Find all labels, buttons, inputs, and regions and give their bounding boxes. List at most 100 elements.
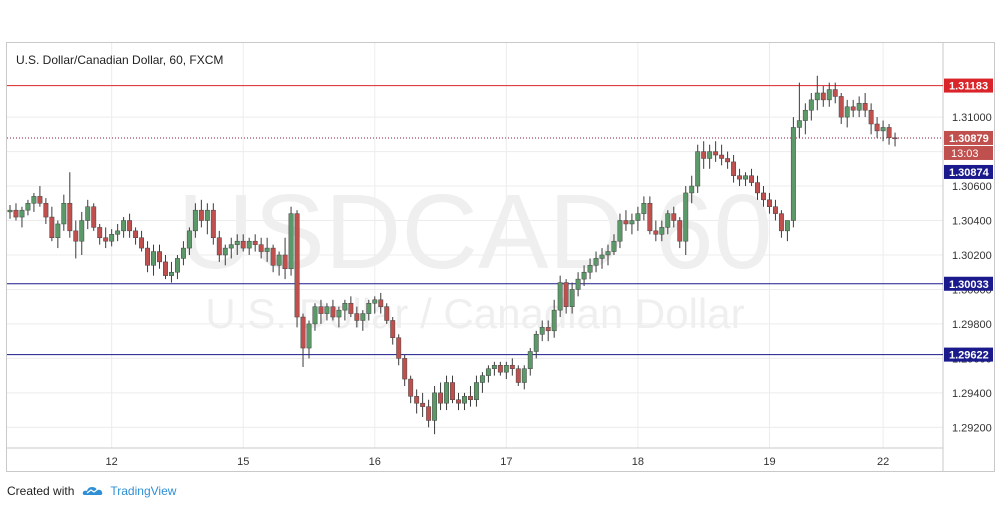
- candle-body: [743, 175, 748, 180]
- candle-body: [503, 365, 509, 373]
- candle-body: [318, 306, 324, 314]
- candle-body: [49, 216, 55, 238]
- candle-body: [509, 365, 515, 369]
- candle-body: [826, 89, 832, 101]
- candle-body: [414, 396, 420, 404]
- candle-body: [37, 196, 43, 204]
- candle-body: [468, 396, 473, 400]
- candle-body: [145, 247, 150, 266]
- level-price-label: 1.30033: [949, 279, 989, 291]
- candle-body: [844, 106, 850, 118]
- candle-body: [497, 365, 503, 373]
- level-price-label: 1.31183: [949, 81, 988, 93]
- candle-body: [886, 127, 892, 139]
- candle-body: [796, 120, 802, 128]
- candle-body: [695, 151, 701, 187]
- candle-body: [210, 209, 216, 238]
- candle-body: [169, 271, 174, 276]
- candle-body: [659, 227, 665, 235]
- candle-body: [85, 206, 91, 221]
- candle-body: [539, 327, 545, 335]
- footer[interactable]: Created with TradingView: [7, 483, 176, 499]
- candle-body: [462, 396, 467, 404]
- candle-body: [838, 96, 844, 118]
- level-price-label-bg: [944, 347, 993, 362]
- candle-body: [133, 230, 139, 238]
- candle-body: [755, 182, 760, 194]
- chart-frame: [6, 42, 995, 472]
- candle-body: [473, 382, 479, 400]
- candle-body: [19, 209, 25, 218]
- candle-body: [653, 230, 659, 235]
- candle-body: [551, 309, 557, 332]
- watermark-description: U.S. Dollar / Canadian Dollar: [205, 290, 744, 337]
- candle-body: [13, 209, 19, 218]
- candle-body: [647, 203, 653, 232]
- candle-body: [749, 175, 754, 183]
- candle-body: [521, 368, 527, 383]
- candle-body: [802, 109, 808, 121]
- candle-body: [103, 237, 109, 242]
- y-tick-label: 1.29800: [952, 319, 992, 331]
- candle-body: [204, 209, 210, 221]
- candle-body: [629, 220, 635, 225]
- candle-body: [432, 392, 438, 421]
- candle-body: [408, 378, 414, 397]
- candle-body: [593, 258, 599, 266]
- footer-brand-link[interactable]: TradingView: [110, 484, 177, 498]
- bid-price-label-bg: [944, 164, 993, 179]
- candle-body: [378, 299, 384, 307]
- candle-body: [790, 127, 796, 221]
- candle-body: [874, 123, 880, 132]
- candle-body: [587, 265, 593, 273]
- candle-body: [306, 323, 312, 349]
- candle-body: [79, 220, 85, 242]
- candle-body: [258, 244, 264, 252]
- x-tick-label: 16: [369, 456, 381, 468]
- candle-body: [55, 223, 61, 238]
- candle-body: [300, 316, 306, 349]
- candle-body: [360, 313, 366, 321]
- candle-body: [426, 406, 432, 421]
- candle-body: [778, 213, 784, 232]
- candle-body: [737, 175, 743, 180]
- candle-body: [575, 278, 581, 290]
- candle-body: [180, 247, 186, 259]
- candle-body: [222, 247, 228, 256]
- candle-body: [264, 247, 270, 252]
- y-tick-label: 1.29200: [952, 422, 992, 434]
- y-tick-label: 1.30600: [952, 181, 992, 193]
- candle-body: [479, 375, 485, 383]
- candle-body: [862, 103, 868, 111]
- candle-body: [294, 213, 300, 318]
- candle-body: [617, 220, 623, 242]
- candle-body: [581, 271, 587, 280]
- candle-body: [850, 106, 856, 111]
- candle-body: [174, 258, 180, 273]
- candle-body: [868, 109, 874, 125]
- tradingview-cloud-icon[interactable]: [82, 485, 104, 497]
- candle-body: [151, 251, 156, 266]
- candle-body: [820, 92, 826, 101]
- candle-body: [25, 203, 31, 211]
- y-tick-label: 1.30200: [952, 250, 992, 262]
- last-price-label-bg: [944, 130, 993, 145]
- candle-body: [157, 251, 162, 263]
- level-price-label-bg: [944, 78, 993, 93]
- x-tick-label: 22: [877, 456, 889, 468]
- candle-body: [689, 185, 695, 194]
- last-price-label: 1.30879: [949, 133, 989, 145]
- candle-body: [456, 399, 461, 404]
- x-tick-label: 12: [106, 456, 118, 468]
- candle-body: [276, 254, 282, 266]
- watermark-symbol: USDCAD 60: [178, 173, 773, 291]
- candle-body: [438, 392, 444, 404]
- candle-body: [671, 213, 677, 221]
- candle-body: [348, 302, 354, 314]
- candle-body: [354, 313, 360, 321]
- countdown-label: 13:03: [951, 148, 979, 160]
- candle-body: [808, 99, 814, 111]
- candle-body: [396, 337, 402, 359]
- candle-body: [761, 192, 766, 201]
- candle-body: [31, 196, 37, 204]
